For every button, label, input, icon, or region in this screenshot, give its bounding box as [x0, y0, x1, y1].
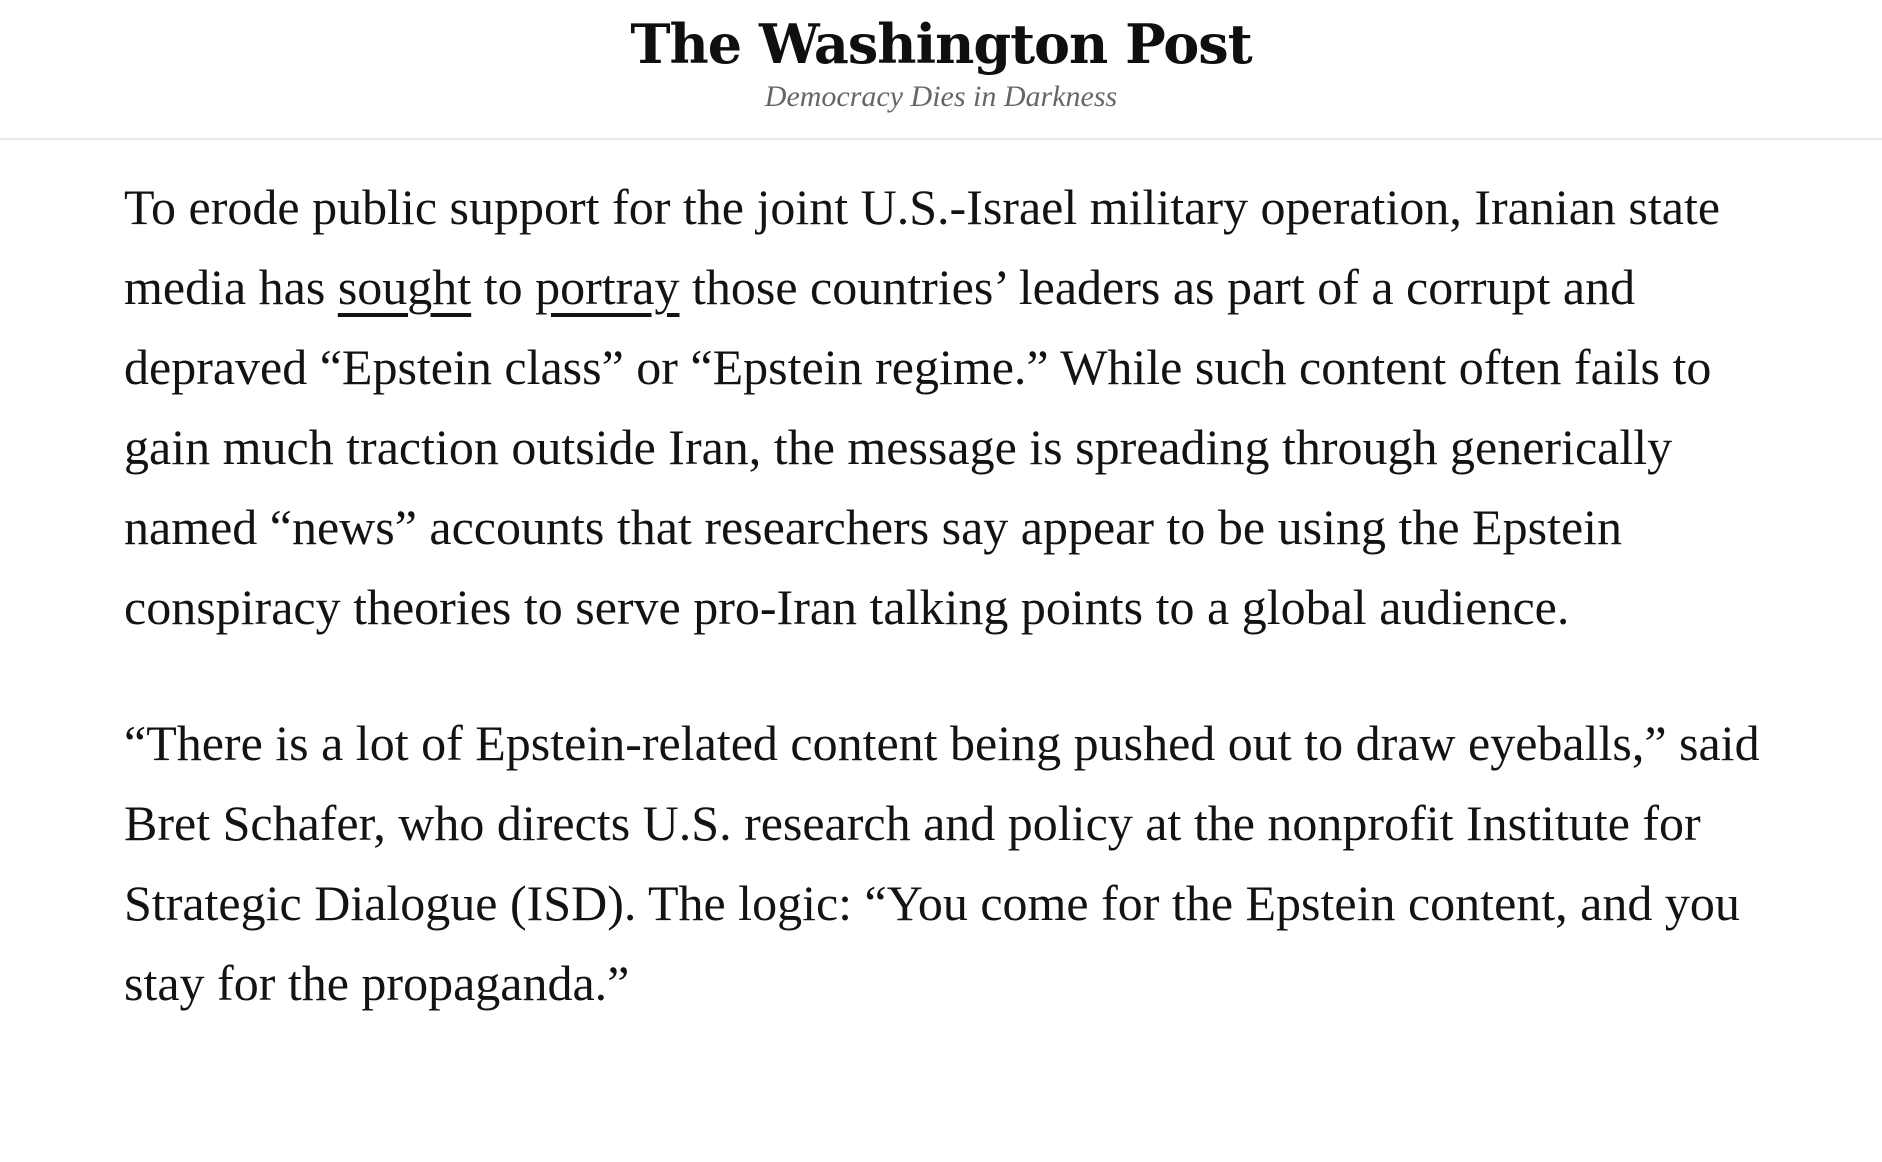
article-paragraph: To erode public support for the joint U.… — [124, 167, 1772, 647]
tagline: Democracy Dies in Darkness — [764, 80, 1118, 113]
article-body: To erode public support for the joint U.… — [0, 140, 1882, 1023]
paragraph-text: those countries’ leaders as part of a co… — [124, 259, 1712, 635]
paragraph-text: To erode public support for the joint U.… — [124, 179, 1721, 315]
article-paragraph: “There is a lot of Epstein-related conte… — [124, 703, 1772, 1023]
inline-link[interactable]: portray — [535, 259, 680, 315]
paragraph-text: to — [471, 259, 536, 315]
site-header: The Washington Post Democracy Dies in Da… — [0, 0, 1882, 140]
inline-link[interactable]: sought — [337, 259, 472, 315]
washington-post-masthead-logo[interactable]: The Washington Post — [630, 12, 1252, 76]
paragraph-text: “There is a lot of Epstein-related conte… — [124, 715, 1760, 1011]
